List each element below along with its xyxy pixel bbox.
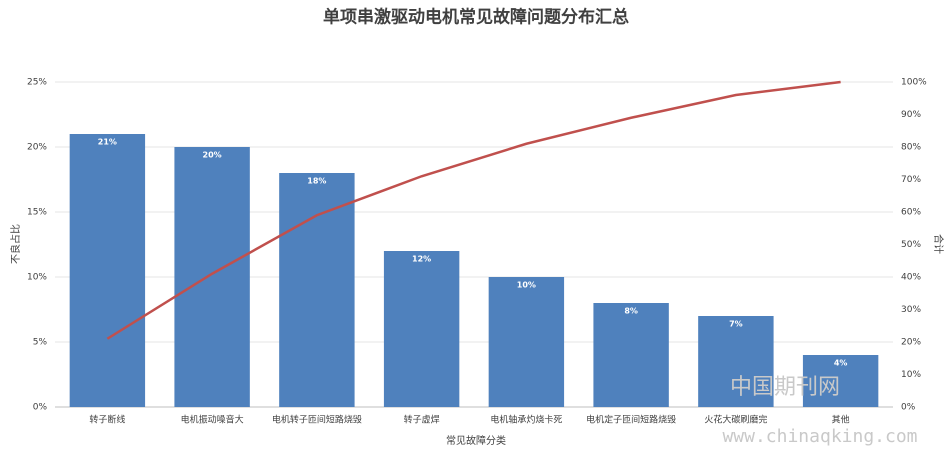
x-tick-label: 电机振动噪音大: [181, 414, 244, 426]
y2-tick-label: 90%: [901, 110, 921, 120]
x-tick-label: 转子断线: [89, 414, 125, 426]
y-tick-label: 20%: [27, 143, 47, 153]
y2-tick-label: 50%: [901, 240, 921, 250]
bar: [698, 316, 774, 407]
bar: [802, 355, 879, 407]
x-tick-label: 其他: [832, 414, 850, 426]
bar: [488, 277, 565, 407]
cumulative-line: [106, 80, 841, 340]
y2-tick-label: 60%: [901, 208, 921, 218]
y2-tick-label: 40%: [901, 273, 921, 283]
value-label: 12%: [412, 255, 431, 264]
y2-tick-label: 20%: [901, 338, 921, 348]
y2-tick-label: 30%: [901, 305, 921, 315]
y2-tick-label: 70%: [901, 175, 921, 185]
bar: [69, 134, 146, 407]
value-label: 4%: [834, 359, 848, 368]
value-label: 7%: [729, 320, 743, 329]
x-tick-label: 电机定子匝间短路烧毁: [586, 414, 676, 426]
x-tick-label: 电机转子匝间短路烧毁: [272, 414, 362, 426]
y-axis-title: 不良占比: [9, 224, 22, 264]
y2-tick-label: 0%: [901, 403, 916, 413]
y2-axis-title: 合计: [932, 234, 945, 254]
x-tick-label: 转子虚焊: [404, 414, 440, 426]
y-tick-label: 0%: [33, 403, 48, 413]
value-label: 18%: [307, 177, 326, 186]
x-tick-label: 火花大碳刷磨完: [704, 414, 767, 426]
y2-tick-label: 80%: [901, 143, 921, 153]
value-label: 20%: [203, 151, 222, 160]
y-tick-label: 15%: [27, 208, 47, 218]
value-label: 10%: [517, 281, 536, 290]
y2-tick-label: 10%: [901, 370, 921, 380]
value-label: 8%: [624, 307, 638, 316]
bar: [593, 303, 669, 407]
chart-title: 单项串激驱动电机常见故障问题分布汇总: [323, 7, 629, 28]
x-axis-title: 常见故障分类: [446, 434, 506, 447]
bar: [279, 173, 355, 407]
y-tick-label: 5%: [33, 338, 48, 348]
watermark-url: www.chinaqking.com: [722, 426, 917, 447]
x-tick-label: 电机轴承灼烧卡死: [490, 414, 562, 426]
y-tick-label: 10%: [27, 273, 47, 283]
value-label: 21%: [98, 138, 117, 147]
y-tick-label: 25%: [27, 78, 47, 88]
y2-tick-label: 100%: [901, 78, 927, 88]
bar: [174, 147, 250, 407]
watermark-cn: 中国期刊网: [730, 375, 840, 400]
bar: [383, 251, 460, 407]
